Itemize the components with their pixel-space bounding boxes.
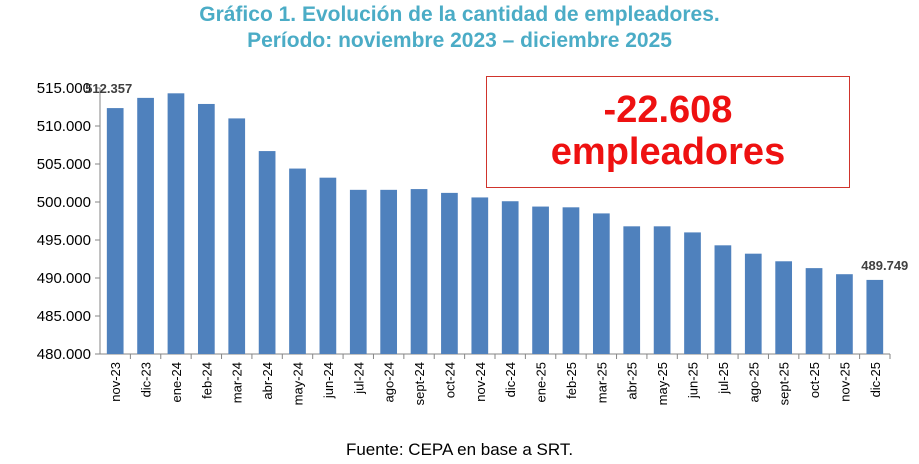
x-tick-label: nov-24 [473, 362, 488, 402]
y-tick-label: 480.000 [37, 346, 91, 363]
bar [684, 232, 701, 354]
x-tick-label: mar-24 [230, 362, 245, 403]
y-tick-label: 490.000 [37, 270, 91, 287]
x-tick-label: nov-25 [837, 362, 852, 402]
x-tick-label: abr-25 [625, 362, 640, 400]
bar [744, 253, 762, 354]
y-tick-label: 485.000 [37, 308, 91, 325]
bar [258, 151, 276, 354]
bar [137, 97, 154, 354]
bar [319, 177, 337, 354]
x-tick-label: nov-23 [108, 362, 123, 402]
bar [380, 189, 398, 354]
x-tick-label: ago-25 [746, 362, 761, 402]
bar [228, 118, 246, 355]
bar [562, 207, 580, 354]
bar [167, 93, 185, 354]
bar [197, 103, 215, 355]
bar [592, 213, 610, 354]
bar [410, 189, 428, 354]
difference-value: -22.608 [603, 89, 733, 131]
x-tick-label: may-24 [291, 362, 306, 405]
x-tick-label: ago-24 [382, 362, 397, 402]
bar [836, 274, 853, 354]
x-tick-label: feb-25 [564, 362, 579, 399]
bar [775, 261, 793, 354]
bar [471, 197, 489, 354]
data-label: 512.357 [85, 81, 132, 96]
bar-chart: 480.000 485.000 490.000 495.000 500.000 505.0… [37, 80, 909, 405]
difference-callout: -22.608 empleadores [486, 76, 850, 188]
bar [441, 192, 458, 354]
x-tick-label: sept-24 [412, 362, 427, 405]
x-tick-label: dic-25 [868, 362, 883, 397]
bar [866, 279, 884, 354]
y-tick-label: 510.000 [37, 118, 91, 135]
x-tick-label: oct-24 [442, 362, 457, 398]
x-tick-label: sept-25 [777, 362, 792, 405]
bar [532, 206, 549, 354]
bar [623, 226, 641, 354]
y-tick-label: 505.000 [37, 156, 91, 173]
difference-label: empleadores [550, 131, 786, 173]
chart-subtitle: Período: noviembre 2023 – diciembre 2025 [247, 29, 672, 52]
y-tick-label: 495.000 [37, 232, 91, 249]
x-tick-label: dic-24 [503, 362, 518, 397]
chart-title: Gráfico 1. Evolución de la cantidad de e… [199, 3, 720, 26]
x-tick-label: dic-23 [139, 362, 154, 397]
bar [714, 245, 732, 354]
x-tick-label: jul-24 [351, 362, 366, 395]
bar [805, 268, 823, 354]
y-tick-label: 515.000 [37, 80, 91, 97]
x-tick-label: ene-25 [534, 362, 549, 402]
bar [349, 189, 367, 354]
x-tick-label: oct-25 [807, 362, 822, 398]
x-tick-label: may-25 [655, 362, 670, 405]
x-tick-label: mar-25 [594, 362, 609, 403]
bar [106, 108, 124, 355]
x-tick-label: ene-24 [169, 362, 184, 402]
bar [653, 226, 671, 354]
x-tick-label: jun-25 [686, 362, 701, 399]
x-tick-label: abr-24 [260, 362, 275, 400]
bar [501, 201, 519, 354]
y-tick-label: 500.000 [37, 194, 91, 211]
data-label: 489.749 [861, 258, 908, 273]
x-tick-label: feb-24 [199, 362, 214, 399]
x-tick-label: jul-25 [716, 362, 731, 395]
x-tick-label: jun-24 [321, 362, 336, 399]
bar [289, 168, 306, 354]
source-note: Fuente: CEPA en base a SRT. [345, 440, 574, 459]
